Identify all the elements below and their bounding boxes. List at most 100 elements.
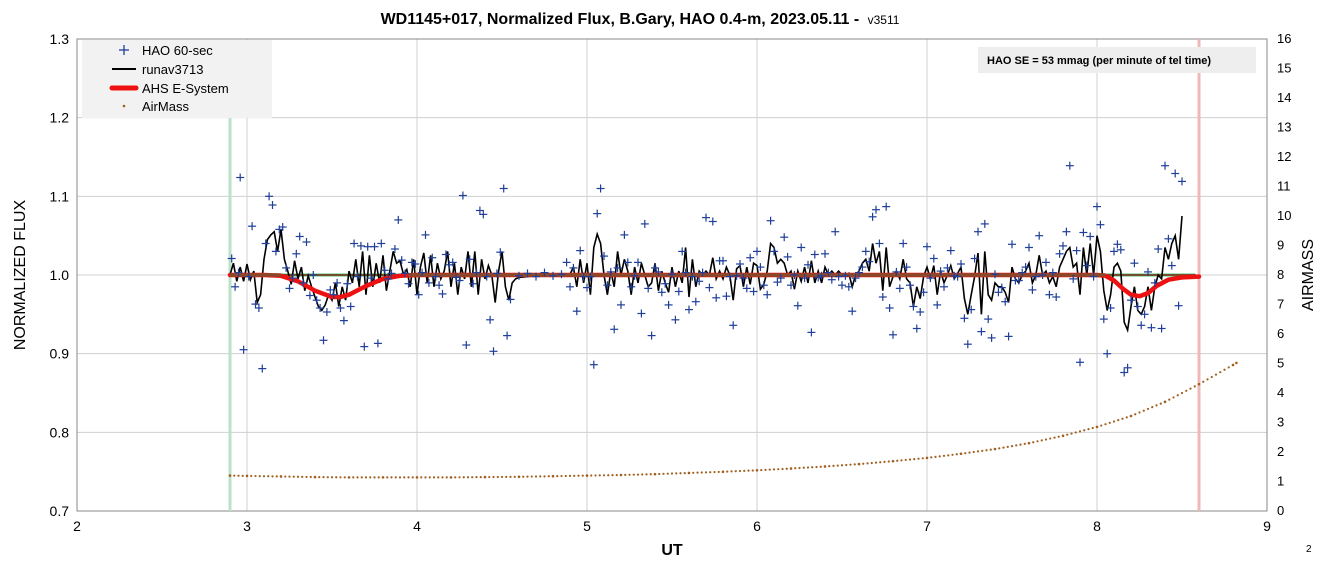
- airmass-point: [853, 463, 856, 466]
- airmass-point: [1235, 361, 1238, 365]
- hao-point: [1028, 285, 1037, 294]
- se-note: HAO SE = 53 mmag (per minute of tel time…: [978, 47, 1256, 73]
- airmass-point: [743, 469, 746, 472]
- airmass-point: [335, 476, 338, 479]
- hao-point: [579, 272, 588, 281]
- y-tick-label: 0.9: [50, 346, 70, 362]
- y2-tick-label: 1: [1277, 474, 1284, 489]
- airmass-point: [1223, 368, 1226, 371]
- hao-point: [1150, 278, 1159, 287]
- hao-point: [278, 223, 287, 231]
- airmass-point: [972, 450, 975, 454]
- chart-title-main: WD1145+017, Normalized Flux, B.Gary, HAO…: [381, 11, 860, 28]
- airmass-point: [1193, 385, 1196, 388]
- airmass-point: [415, 476, 419, 479]
- airmass-point: [1163, 400, 1167, 403]
- hao-point: [492, 269, 501, 278]
- airmass-point: [1019, 443, 1022, 446]
- hao-point: [248, 222, 257, 231]
- airmass-point: [475, 476, 478, 479]
- airmass-point: [785, 467, 788, 470]
- hao-point: [729, 321, 738, 330]
- airmass-point: [1121, 417, 1124, 420]
- airmass-point: [891, 460, 895, 463]
- airmass-point: [811, 466, 814, 469]
- hao-point: [411, 260, 420, 268]
- airmass-point: [585, 474, 589, 477]
- airmass-point: [768, 468, 771, 471]
- airmass-point: [772, 468, 776, 471]
- hao-point: [756, 263, 765, 272]
- airmass-point: [913, 458, 916, 461]
- x-tick-label: 8: [1093, 518, 1101, 534]
- hao-point: [239, 345, 248, 354]
- hao-point: [783, 252, 792, 261]
- airmass-point: [1159, 402, 1162, 405]
- airmass-point: [806, 466, 810, 469]
- hao-point: [316, 304, 325, 312]
- hao-point: [746, 253, 755, 262]
- y2-tick-label: 13: [1277, 120, 1291, 135]
- airmass-point: [424, 476, 427, 479]
- hao-point: [753, 247, 761, 256]
- hao-point: [909, 302, 918, 311]
- airmass-point: [1100, 424, 1103, 427]
- y2-tick-label: 11: [1277, 179, 1291, 194]
- hao-point: [953, 272, 962, 281]
- legend-hao-marker: [119, 45, 129, 55]
- hao-point: [970, 254, 979, 263]
- hao-point: [824, 268, 833, 277]
- page-number: 2: [1306, 544, 1312, 555]
- hao-point: [702, 213, 710, 222]
- airmass-point: [573, 474, 576, 477]
- hao-point: [339, 316, 348, 325]
- hao-point: [1089, 272, 1098, 281]
- hao-point: [600, 252, 608, 261]
- airmass-point: [271, 475, 274, 478]
- x-tick-label: 4: [413, 518, 421, 534]
- airmass-point: [751, 469, 754, 472]
- airmass-point: [1172, 396, 1175, 399]
- airmass-point: [245, 474, 249, 477]
- airmass-point: [466, 476, 470, 479]
- airmass-point: [1061, 434, 1065, 437]
- airmass-point: [330, 476, 334, 479]
- hao-point: [523, 269, 532, 278]
- hao-point: [770, 247, 778, 256]
- hao-point: [312, 296, 321, 305]
- airmass-point: [556, 475, 559, 478]
- hao-point: [712, 293, 721, 302]
- airmass-point: [900, 459, 903, 462]
- hao-point: [899, 239, 908, 248]
- legend: HAO 60-sec runav3713 AHS E-System AirMas…: [82, 40, 272, 118]
- chart-title: WD1145+017, Normalized Flux, B.Gary, HAO…: [381, 11, 900, 28]
- runav-series: [229, 215, 1183, 334]
- airmass-point: [279, 475, 283, 478]
- hao-point: [1123, 363, 1132, 372]
- hao-point: [458, 191, 467, 200]
- airmass-point: [781, 467, 784, 471]
- airmass-point: [883, 460, 886, 463]
- airmass-point: [509, 475, 512, 478]
- airmass-point: [1185, 389, 1188, 392]
- airmass-point: [1070, 432, 1073, 435]
- x-tick-labels: 2 3 4 5 6 7 8 9: [73, 518, 1271, 534]
- airmass-point: [449, 476, 453, 479]
- hao-point: [1045, 290, 1054, 299]
- airmass-point: [513, 475, 516, 478]
- hao-point: [569, 263, 578, 272]
- hao-point: [1110, 247, 1118, 256]
- hao-point: [848, 307, 857, 316]
- airmass-point: [428, 476, 431, 479]
- airmass-point: [985, 449, 988, 452]
- hao-point: [384, 274, 393, 283]
- airmass-point: [747, 469, 750, 472]
- airmass-point: [373, 476, 376, 479]
- airmass-point: [628, 473, 631, 476]
- airmass-point: [526, 475, 529, 478]
- airmass-point: [1057, 435, 1060, 438]
- hao-point: [844, 282, 853, 291]
- hao-point: [831, 227, 840, 236]
- airmass-point: [755, 469, 759, 472]
- hao-point: [1035, 231, 1044, 240]
